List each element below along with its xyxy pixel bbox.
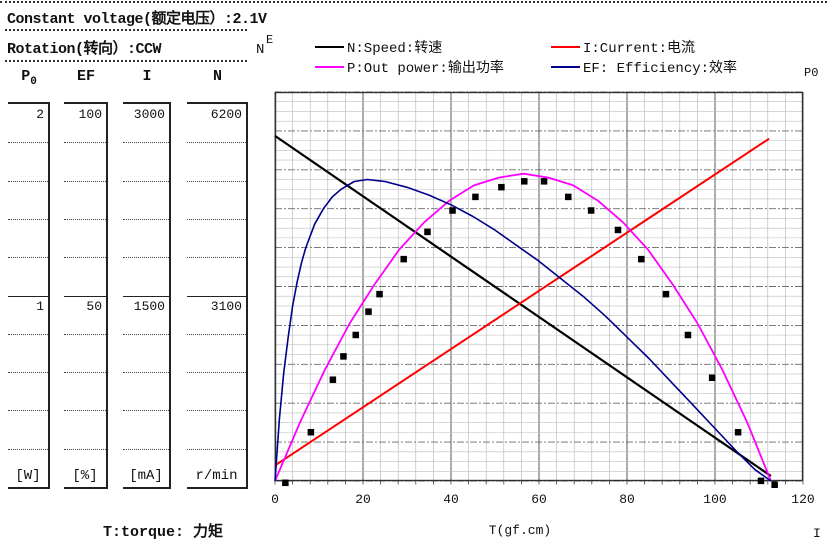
axis-minor-tick: [8, 448, 48, 450]
torque-note: T:torque: 力矩: [103, 524, 224, 541]
axis-minor-tick: [187, 218, 246, 220]
x-tick-label: 100: [703, 492, 727, 507]
top-dotted-rule: [0, 1, 827, 3]
axis-minor-tick: [123, 218, 169, 220]
x-tick-label: 20: [355, 492, 371, 507]
y-axis-label-i: I: [813, 526, 821, 541]
axis-minor-tick: [8, 180, 48, 182]
legend-label-current: I:Current:电流: [583, 41, 696, 57]
legend-label-efficiency: EF: Efficiency:效率: [583, 61, 738, 77]
axis-minor-tick: [123, 333, 169, 335]
axis-minor-tick: [187, 372, 246, 374]
axis-minor-tick: [187, 257, 246, 259]
ef-mid-value: 50: [86, 298, 102, 314]
i-unit: [mA]: [129, 468, 163, 484]
n-mid-value: 3100: [210, 298, 242, 314]
speed-line-swatch: [315, 46, 344, 48]
axis-minor-tick: [64, 448, 106, 450]
x-tick-label: 120: [791, 492, 815, 507]
axis-minor-tick: [8, 410, 48, 412]
legend-label-speed: N:Speed:转速: [347, 41, 443, 57]
i-mid-value: 1500: [133, 298, 165, 314]
axis-minor-tick: [64, 372, 106, 374]
rule-under-line1: [5, 29, 247, 31]
legend-item-speed: N:Speed:转速: [315, 37, 442, 57]
x-tick-label: 0: [271, 492, 279, 507]
axis-minor-tick: [64, 180, 106, 182]
legend-item-outpower: P:Out power:输出功率: [315, 57, 504, 77]
axis-minor-tick: [187, 333, 246, 335]
axis-minor-tick: [8, 142, 48, 144]
p0-top-value: 2: [36, 107, 44, 122]
axis-minor-tick: [123, 180, 169, 182]
p0-unit: [W]: [15, 468, 41, 484]
p0-mid-value: 1: [36, 298, 44, 314]
axis-minor-tick: [187, 448, 246, 450]
axis-minor-tick: [8, 218, 48, 220]
n-top-value: 6200: [210, 107, 242, 122]
legend-item-efficiency: EF: Efficiency:效率: [551, 57, 737, 77]
current-line-swatch: [551, 46, 580, 48]
ef-unit: [%]: [72, 468, 98, 484]
axis-mid-tick: [8, 295, 48, 297]
axis-minor-tick: [64, 333, 106, 335]
col-header-i: I: [142, 68, 152, 85]
y-axis-label-n: N: [256, 42, 265, 58]
rule-under-line2: [5, 60, 247, 62]
n-unit: r/min: [195, 468, 238, 484]
y-axis-label-p0: P0: [804, 66, 819, 80]
x-tick-label: 80: [619, 492, 635, 507]
i-top-value: 3000: [133, 107, 165, 122]
axis-minor-tick: [187, 410, 246, 412]
axis-minor-tick: [123, 257, 169, 259]
legend-label-outpower: P:Out power:输出功率: [347, 61, 504, 77]
legend-item-current: I:Current:电流: [551, 37, 695, 57]
axis-column-p0: 2 1 [W]: [8, 102, 50, 489]
ef-top-value: 100: [78, 107, 102, 122]
col-header-p0: P0: [8, 68, 50, 88]
axis-minor-tick: [64, 257, 106, 259]
axis-mid-tick: [187, 295, 246, 297]
axis-minor-tick: [123, 372, 169, 374]
axis-minor-tick: [8, 333, 48, 335]
axis-column-i: 3000 1500 [mA]: [123, 102, 171, 489]
constant-voltage-label: Constant voltage(额定电压）:2.1V: [7, 11, 267, 28]
x-tick-label: 40: [443, 492, 459, 507]
rotation-label: Rotation(转向）:CCW: [7, 41, 162, 58]
col-header-n: N: [212, 68, 222, 85]
p0-header-sub: 0: [30, 76, 37, 88]
x-tick-label: 60: [531, 492, 547, 507]
axis-column-n: 6200 3100 r/min: [187, 102, 248, 489]
axis-minor-tick: [187, 142, 246, 144]
axis-minor-tick: [123, 142, 169, 144]
axis-minor-tick: [123, 410, 169, 412]
axis-minor-tick: [187, 180, 246, 182]
axis-column-ef: 100 50 [%]: [64, 102, 108, 489]
axis-minor-tick: [8, 257, 48, 259]
y-axis-label-e: E: [266, 33, 274, 47]
axis-minor-tick: [64, 218, 106, 220]
axis-minor-tick: [8, 372, 48, 374]
efficiency-line-swatch: [551, 66, 580, 68]
col-header-ef: EF: [76, 68, 95, 85]
outpower-line-swatch: [315, 66, 344, 68]
axis-minor-tick: [123, 448, 169, 450]
p0-header-text: P: [21, 68, 31, 85]
axis-mid-tick: [64, 295, 106, 297]
x-axis-title: T(gf.cm): [488, 523, 552, 538]
axis-minor-tick: [64, 410, 106, 412]
axis-mid-tick: [123, 295, 169, 297]
axis-minor-tick: [64, 142, 106, 144]
performance-chart-plot: [274, 91, 804, 488]
